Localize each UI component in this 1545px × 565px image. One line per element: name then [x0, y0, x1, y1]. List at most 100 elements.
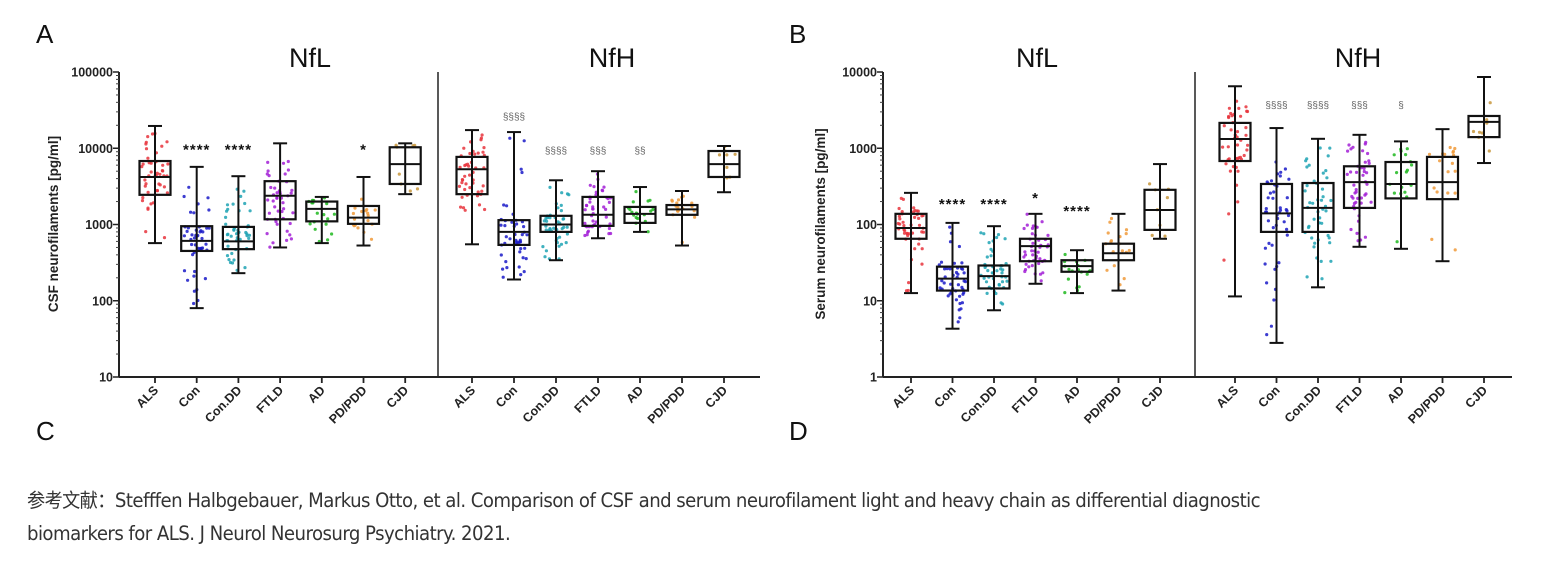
data-point [1148, 182, 1152, 186]
data-point [1269, 179, 1274, 183]
y-axis-label: CSF neurofilaments [pg/ml] [46, 136, 61, 312]
data-point [564, 241, 568, 245]
significance-label: §§§ [1351, 101, 1368, 112]
data-point [1285, 227, 1289, 231]
data-point [733, 152, 737, 156]
data-point [1038, 257, 1042, 261]
data-point [544, 249, 549, 253]
data-point [917, 216, 921, 220]
data-point [473, 152, 477, 156]
data-point [146, 190, 150, 194]
data-point [1345, 172, 1349, 176]
data-point [1363, 235, 1367, 239]
data-point [283, 172, 287, 176]
data-point [149, 202, 153, 206]
data-point [1319, 198, 1324, 202]
data-point [963, 280, 968, 284]
data-point [515, 222, 519, 226]
data-point [958, 301, 962, 306]
data-point [1085, 272, 1089, 276]
data-point [1310, 236, 1314, 240]
data-point [1066, 277, 1070, 281]
data-point [144, 182, 148, 186]
data-point [1112, 264, 1116, 268]
data-point [1307, 224, 1311, 228]
data-point [940, 279, 944, 283]
data-point [586, 230, 590, 234]
data-point [522, 139, 526, 143]
data-point [1277, 261, 1281, 265]
data-point [651, 207, 655, 212]
data-point [1245, 148, 1249, 152]
data-point [588, 183, 592, 187]
data-point [525, 233, 529, 237]
data-point [1446, 170, 1450, 174]
data-point [725, 165, 729, 169]
data-point [1395, 240, 1399, 244]
data-point [1067, 267, 1071, 271]
data-point [366, 219, 370, 223]
data-point [394, 143, 398, 147]
data-point [1367, 161, 1371, 165]
data-point [898, 217, 902, 221]
data-point [143, 178, 147, 182]
data-point [231, 202, 235, 206]
data-point [1022, 226, 1026, 231]
data-point [207, 226, 211, 230]
data-point [225, 203, 230, 207]
data-point [946, 294, 950, 298]
data-point [1324, 169, 1328, 173]
data-point [604, 215, 608, 219]
data-point [267, 211, 271, 215]
data-point [906, 288, 910, 293]
data-point [274, 220, 278, 224]
data-point [1272, 190, 1276, 194]
box [263, 180, 297, 221]
data-point [957, 244, 962, 249]
data-point [607, 226, 612, 231]
data-point [1038, 272, 1043, 276]
data-point [224, 215, 228, 219]
data-point [1235, 135, 1239, 139]
data-point [519, 167, 523, 171]
data-point [520, 233, 524, 237]
data-point [1366, 151, 1370, 156]
data-point [482, 146, 486, 150]
data-point [1237, 106, 1241, 110]
data-point [1238, 155, 1242, 159]
data-point [1359, 196, 1363, 200]
data-point [1267, 241, 1271, 245]
data-point [1305, 275, 1309, 279]
data-point [1321, 195, 1325, 199]
data-point [1430, 237, 1434, 241]
data-point [1318, 146, 1322, 150]
data-point [1025, 212, 1029, 216]
data-point [1265, 281, 1269, 285]
data-point [1041, 271, 1045, 275]
data-point [634, 190, 638, 194]
data-point [141, 196, 145, 200]
data-point [1283, 167, 1287, 171]
data-point [228, 260, 233, 265]
data-point [288, 233, 292, 237]
data-point [1040, 220, 1044, 224]
data-point [360, 197, 364, 201]
data-point [520, 170, 524, 175]
data-point [1271, 226, 1275, 230]
data-point [960, 301, 965, 305]
data-point [326, 217, 330, 221]
data-point [325, 202, 329, 206]
data-point [1109, 240, 1113, 244]
y-tick-label: 100 [856, 218, 877, 232]
data-point [366, 211, 370, 215]
data-point [185, 229, 189, 233]
data-point [165, 140, 169, 144]
y-tick-label: 100000 [71, 66, 113, 80]
x-tick-label: FTLD [1333, 383, 1365, 415]
data-point [1227, 114, 1231, 119]
data-point [1304, 159, 1308, 163]
data-point [1265, 180, 1269, 184]
data-point [585, 233, 589, 237]
data-point [1355, 231, 1359, 235]
data-point [1265, 333, 1269, 337]
